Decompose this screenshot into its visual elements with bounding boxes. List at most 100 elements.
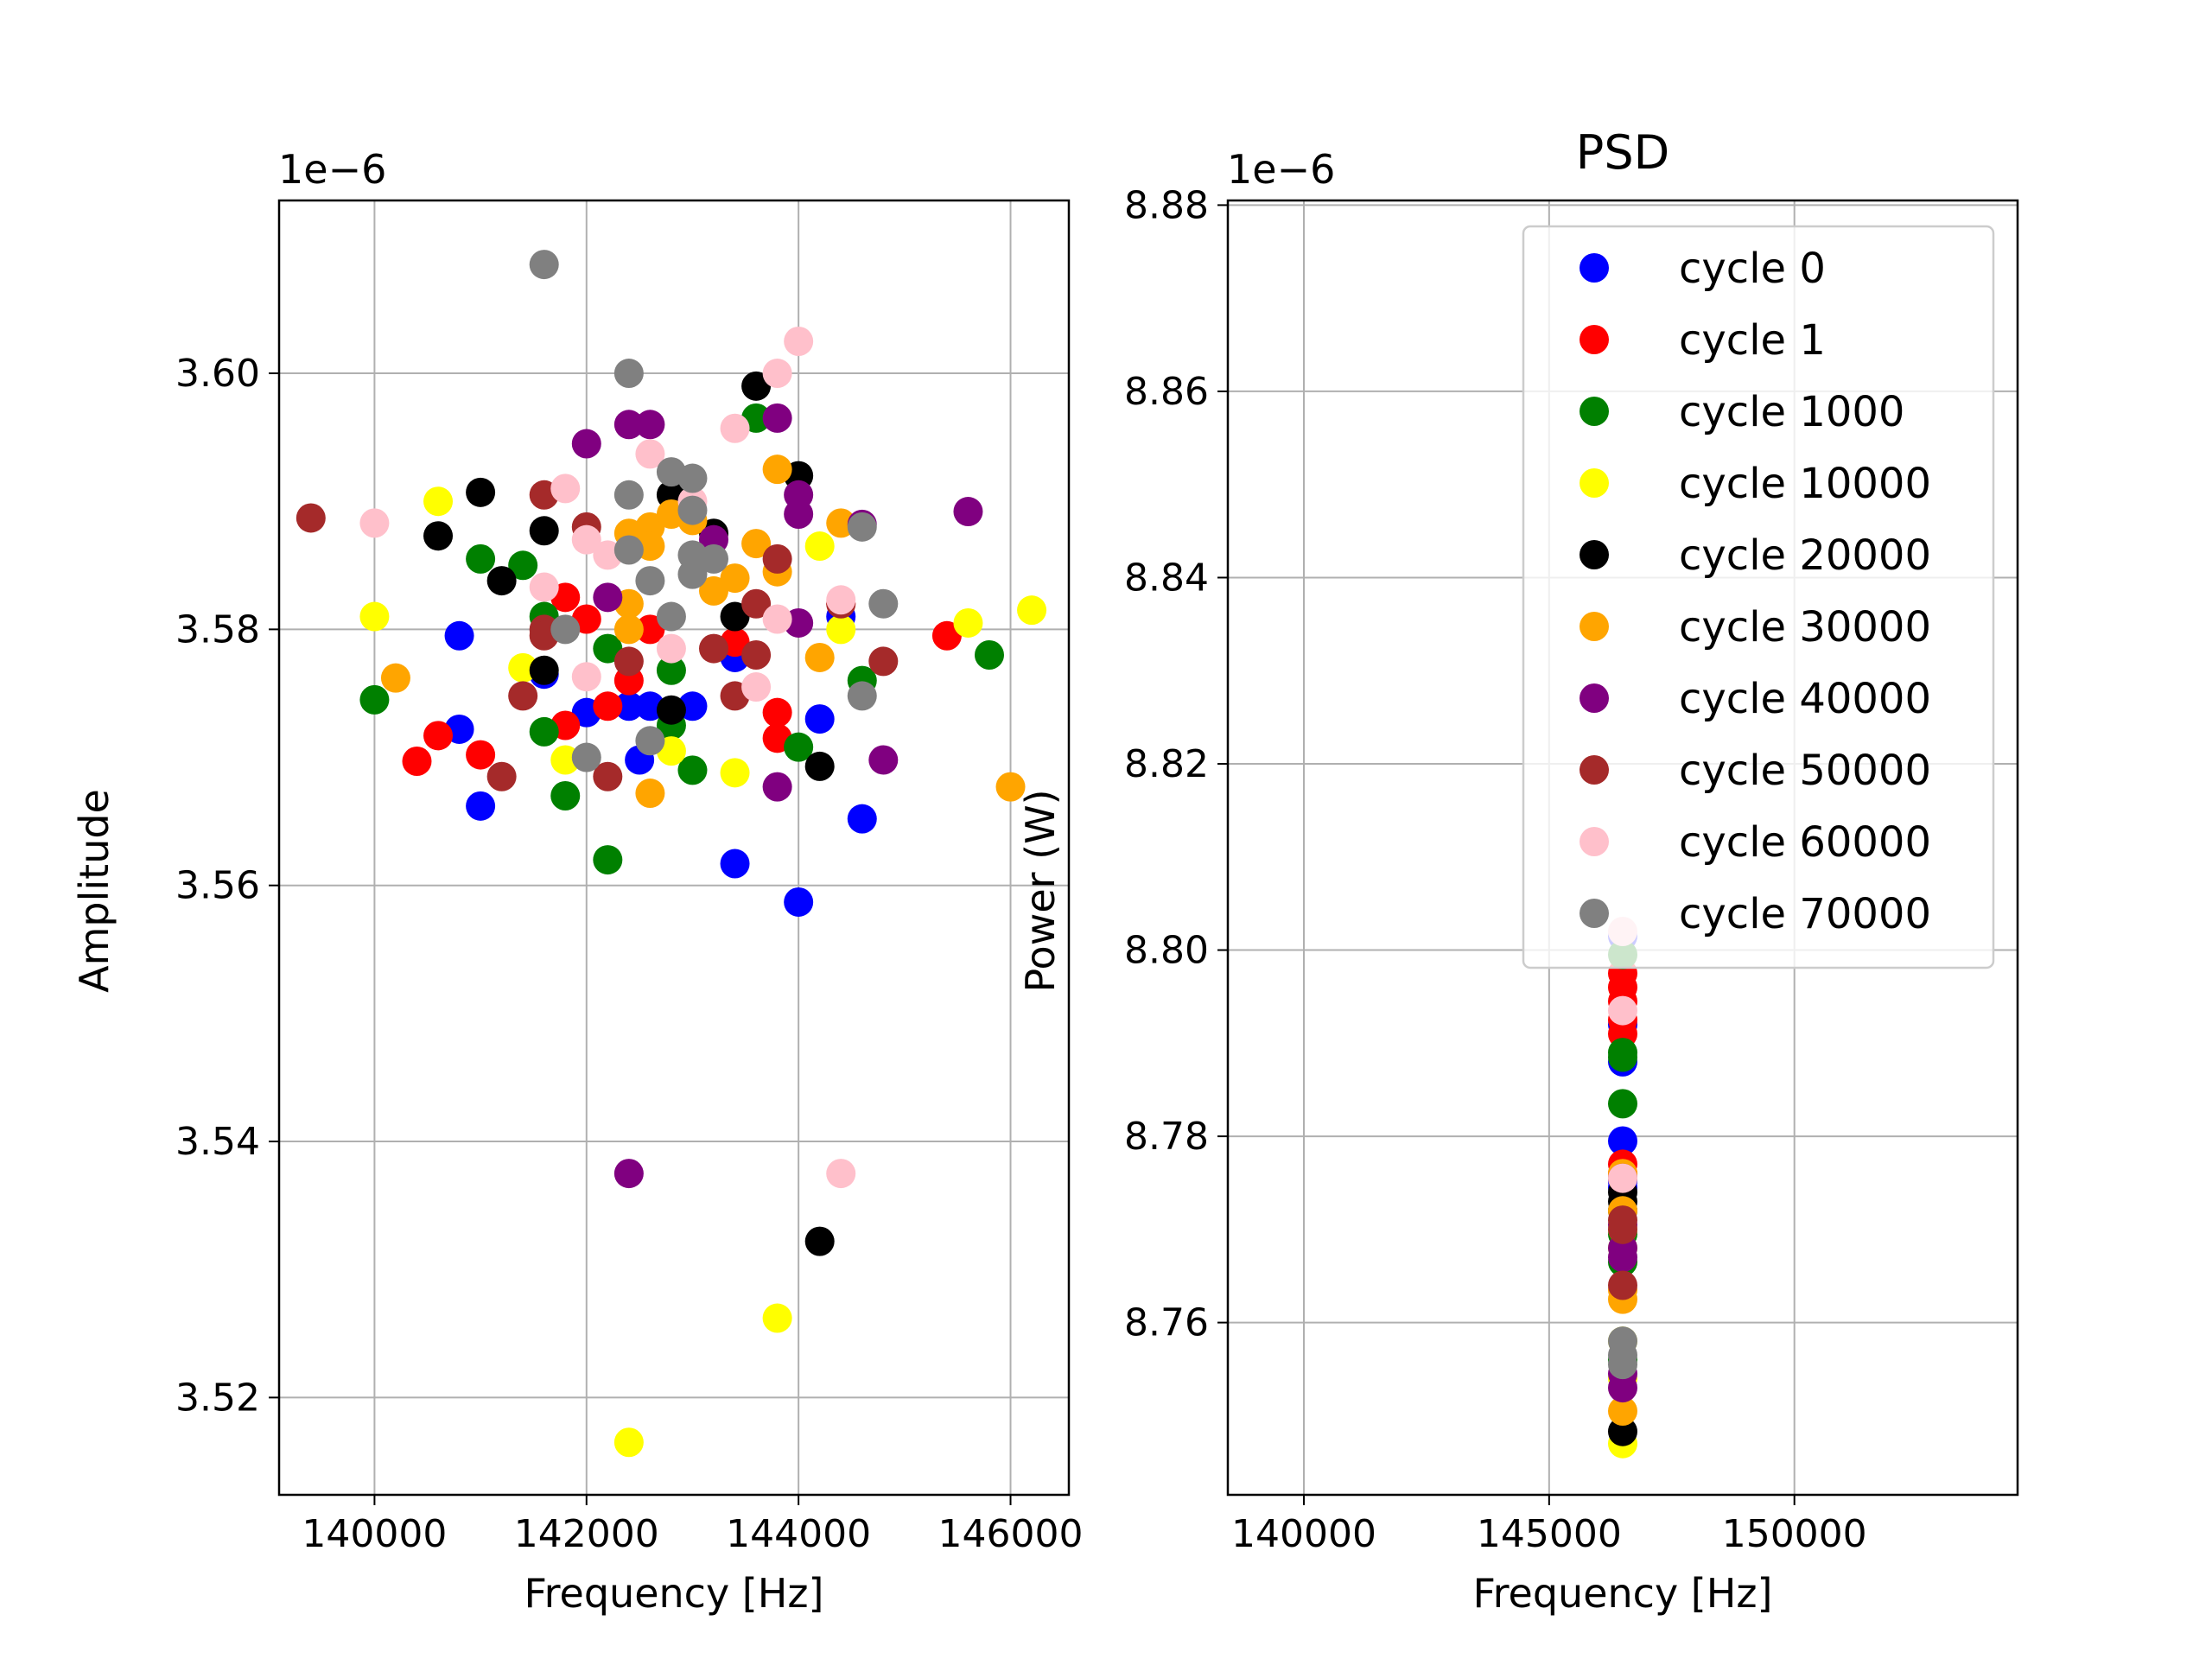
- legend-marker: [1580, 612, 1609, 641]
- data-point: [762, 1303, 792, 1333]
- data-point: [466, 543, 496, 574]
- data-point: [784, 499, 814, 530]
- data-point: [466, 791, 496, 821]
- data-point: [931, 620, 962, 651]
- data-point: [826, 614, 856, 645]
- data-point: [720, 849, 750, 879]
- y-tick-label: 3.58: [175, 607, 260, 652]
- psd-plot-frame: [1226, 199, 2019, 1497]
- data-point: [804, 1226, 835, 1256]
- data-point: [804, 751, 835, 781]
- data-point: [720, 758, 750, 788]
- data-point: [762, 604, 792, 634]
- data-point: [529, 655, 559, 685]
- data-point: [296, 503, 326, 533]
- data-point: [550, 614, 581, 645]
- y-tick-label: 8.80: [1124, 929, 1209, 973]
- legend-label: cycle 50000: [1679, 747, 1931, 795]
- legend-label: cycle 0: [1679, 245, 1826, 293]
- data-point: [1608, 1126, 1637, 1156]
- y-tick-label: 8.88: [1124, 183, 1209, 227]
- data-point: [868, 745, 899, 775]
- data-point: [1608, 1163, 1637, 1193]
- data-point: [1608, 1416, 1637, 1446]
- data-point: [423, 486, 454, 517]
- legend-label: cycle 40000: [1679, 675, 1931, 723]
- psd-title: PSD: [1576, 125, 1669, 180]
- legend-label: cycle 60000: [1679, 818, 1931, 867]
- data-point: [847, 681, 877, 711]
- data-point: [826, 1159, 856, 1189]
- legend-label: cycle 10000: [1679, 460, 1931, 508]
- data-point: [593, 582, 623, 613]
- data-point: [508, 550, 538, 581]
- legend-label: cycle 1: [1679, 316, 1826, 365]
- legend-label: cycle 20000: [1679, 531, 1931, 580]
- psd-offset-text: 1e−6: [1227, 146, 1335, 193]
- data-point: [359, 508, 390, 538]
- data-point: [635, 726, 665, 756]
- data-point: [466, 740, 496, 770]
- data-point: [466, 477, 496, 507]
- data-point: [613, 614, 644, 645]
- data-point: [677, 755, 708, 785]
- data-point: [953, 497, 983, 527]
- data-point: [1017, 595, 1047, 626]
- x-tick-label: 150000: [1722, 1512, 1867, 1556]
- data-point: [656, 601, 686, 632]
- data-point: [699, 543, 729, 574]
- data-point: [486, 566, 517, 596]
- data-point: [720, 413, 750, 443]
- data-point: [699, 633, 729, 664]
- data-point: [1608, 1270, 1637, 1300]
- data-point: [1608, 1089, 1637, 1119]
- data-point: [656, 633, 686, 664]
- data-point: [868, 588, 899, 619]
- y-tick-label: 8.86: [1124, 370, 1209, 414]
- legend-marker: [1580, 397, 1609, 426]
- data-point: [804, 531, 835, 562]
- data-point: [486, 761, 517, 791]
- legend-box: [1522, 225, 1995, 969]
- y-tick-label: 8.78: [1124, 1115, 1209, 1159]
- data-point: [593, 691, 623, 721]
- data-point: [804, 704, 835, 734]
- data-point: [656, 655, 686, 685]
- legend-marker: [1580, 468, 1609, 498]
- amplitude-plot-grid: [279, 200, 1069, 1495]
- data-point: [402, 746, 432, 776]
- data-point: [571, 429, 601, 459]
- data-point: [529, 572, 559, 602]
- data-point: [635, 439, 665, 469]
- legend-marker: [1580, 827, 1609, 856]
- y-tick-label: 8.82: [1124, 742, 1209, 786]
- amplitude-plot-frame: [277, 199, 1071, 1497]
- data-point: [1608, 995, 1637, 1026]
- psd-plot-ticks: 140000 145000 150000 8.76 8.78 8.80 8.82 8.84 8.…: [1124, 183, 1867, 1556]
- data-point: [571, 662, 601, 692]
- psd-y-axis-label: Power (W): [1017, 789, 1064, 992]
- data-point: [529, 516, 559, 546]
- amplitude-x-axis-label: Frequency [Hz]: [524, 1570, 824, 1617]
- data-point: [359, 601, 390, 632]
- data-point: [529, 716, 559, 747]
- data-point: [1608, 1205, 1637, 1236]
- data-point: [444, 620, 474, 651]
- data-point: [613, 480, 644, 510]
- data-point: [677, 495, 708, 525]
- data-point: [635, 779, 665, 809]
- data-point: [550, 780, 581, 810]
- data-point: [995, 772, 1026, 802]
- y-tick-label: 8.84: [1124, 556, 1209, 600]
- data-point: [613, 691, 644, 721]
- data-point: [699, 575, 729, 606]
- legend-marker: [1580, 540, 1609, 569]
- psd-x-axis-label: Frequency [Hz]: [1473, 1570, 1773, 1617]
- data-point: [613, 410, 644, 440]
- data-point: [826, 585, 856, 615]
- data-point: [762, 454, 792, 485]
- legend-marker: [1580, 253, 1609, 283]
- data-point: [847, 512, 877, 542]
- data-point: [1608, 1042, 1637, 1072]
